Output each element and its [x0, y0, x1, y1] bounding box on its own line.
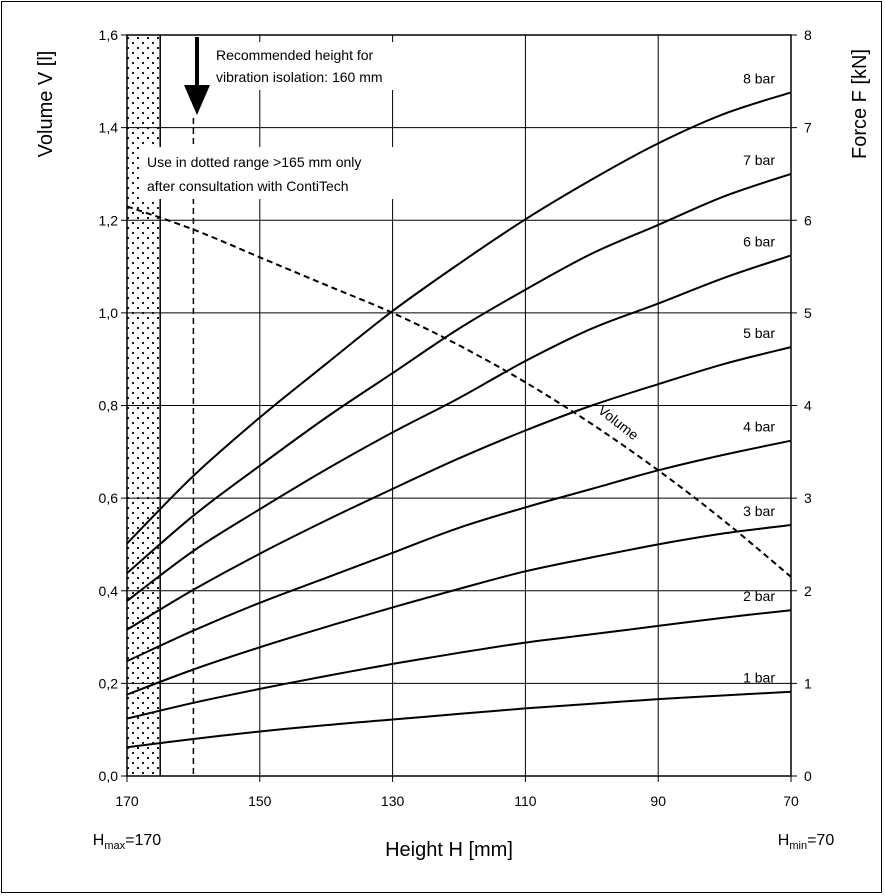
curve-3-bar: [126, 524, 792, 696]
y-left-tick-label: 0,0: [99, 768, 119, 784]
y-left-tick-label: 0,6: [99, 490, 119, 506]
hmax-sub: max: [104, 840, 125, 852]
curve-label-3-bar: 3 bar: [743, 503, 775, 519]
hmax-rest: =170: [125, 832, 161, 849]
curve-label-1-bar: 1 bar: [743, 670, 775, 686]
y-right-tick-label: 7: [804, 120, 812, 136]
dotted-note-backdrop: [140, 147, 446, 199]
y-axis-left-title: Volume V [l]: [35, 51, 57, 158]
arrow-note-line-2: vibration isolation: 160 mm: [216, 69, 383, 85]
x-axis-title: Height H [mm]: [385, 839, 513, 861]
y-left-tick-label: 1,6: [99, 27, 119, 43]
curve-7-bar: [126, 172, 792, 574]
y-right-tick-label: 2: [804, 583, 812, 599]
x-tick-label: 150: [248, 793, 272, 809]
pressure-curves: [126, 91, 792, 749]
y-left-tick-label: 0,2: [99, 675, 119, 691]
hmin-main: H: [778, 832, 790, 849]
x-tick-label: 130: [381, 793, 405, 809]
curve-8-bar: [126, 91, 792, 545]
curve-6-bar: [126, 254, 792, 602]
curve-label-6-bar: 6 bar: [743, 233, 775, 249]
hmin-sub: min: [789, 840, 807, 852]
y-right-tick-label: 8: [804, 27, 812, 43]
y-right-tick-label: 5: [804, 305, 812, 321]
curve-label-7-bar: 7 bar: [743, 152, 775, 168]
y-left-tick-label: 1,4: [99, 120, 119, 136]
y-axis-right-title: Force F [kN]: [849, 49, 871, 159]
arrow-note-line-1: Recommended height for: [216, 47, 374, 63]
y-left-tick-label: 1,2: [99, 212, 119, 228]
curve-4-bar: [126, 439, 792, 663]
arrow-note-backdrop: [206, 42, 452, 90]
y-right-tick-label: 1: [804, 675, 812, 691]
curve-5-bar: [126, 346, 792, 631]
y-right-tick-label: 6: [804, 212, 812, 228]
dotted-note-line-1: Use in dotted range >165 mm only: [147, 154, 361, 170]
hmin-rest: =70: [807, 832, 834, 849]
plot-border: [126, 34, 792, 777]
hmin-label: Hmin=70: [778, 832, 835, 852]
x-tick-label: 70: [783, 793, 799, 809]
volume-curve: [126, 205, 792, 578]
x-tick-label: 170: [115, 793, 139, 809]
y-left-tick-label: 0,4: [99, 583, 119, 599]
y-left-tick-label: 1,0: [99, 305, 119, 321]
volume-curve-label: Volume: [595, 402, 642, 443]
y-right-tick-label: 4: [804, 398, 812, 414]
y-right-tick-label: 0: [804, 768, 812, 784]
dotted-note-line-2: after consultation with ContiTech: [147, 178, 349, 194]
curve-1-bar: [126, 690, 792, 749]
curve-2-bar: [126, 609, 792, 720]
x-tick-label: 110: [514, 793, 537, 809]
curve-labels: 1 bar 2 bar 3 bar 4 bar 5 bar 6 bar 7 bar 8 bar: [743, 70, 775, 685]
hmax-label: Hmax=170: [93, 832, 161, 852]
y-right-tick-label: 3: [804, 490, 812, 506]
y-left-tick-label: 0,8: [99, 398, 119, 414]
curve-label-2-bar: 2 bar: [743, 588, 775, 604]
tick-labels: 170 150 130 110 90 700,00,20,40,60,81,01,21,4…: [99, 27, 812, 809]
hmax-main: H: [93, 832, 105, 849]
curve-label-5-bar: 5 bar: [743, 325, 775, 341]
x-tick-label: 90: [650, 793, 666, 809]
curve-label-4-bar: 4 bar: [743, 419, 775, 435]
curve-label-8-bar: 8 bar: [743, 70, 775, 86]
recommended-height-arrow-icon: [184, 37, 210, 115]
